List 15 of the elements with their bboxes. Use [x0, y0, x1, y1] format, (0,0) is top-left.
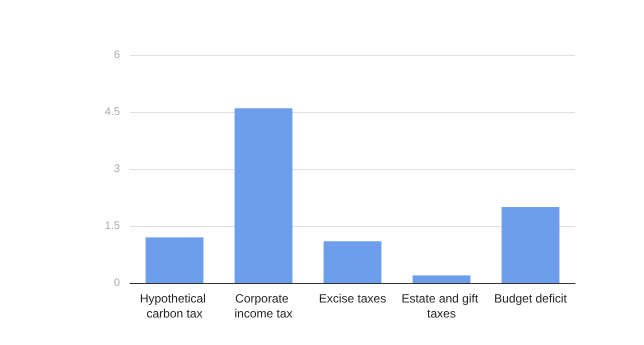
bar — [234, 108, 292, 283]
x-tick-label: Budget deficit — [494, 292, 568, 306]
x-tick-label: Corporate income tax — [234, 292, 293, 320]
y-tick-label: 6 — [114, 49, 120, 61]
y-tick-label: 4.5 — [104, 106, 120, 118]
y-tick-label: 3 — [114, 163, 120, 175]
bar — [412, 275, 470, 283]
bar — [146, 237, 204, 283]
bar — [502, 207, 560, 283]
bar — [324, 241, 382, 283]
y-tick-label: 1.5 — [104, 220, 120, 232]
x-tick-label: Hypothetical carbon tax — [140, 292, 210, 320]
x-tick-label: Excise taxes — [318, 292, 386, 306]
x-tick-label: Estate and gift taxes — [401, 292, 482, 320]
y-tick-label: 0 — [114, 277, 120, 289]
